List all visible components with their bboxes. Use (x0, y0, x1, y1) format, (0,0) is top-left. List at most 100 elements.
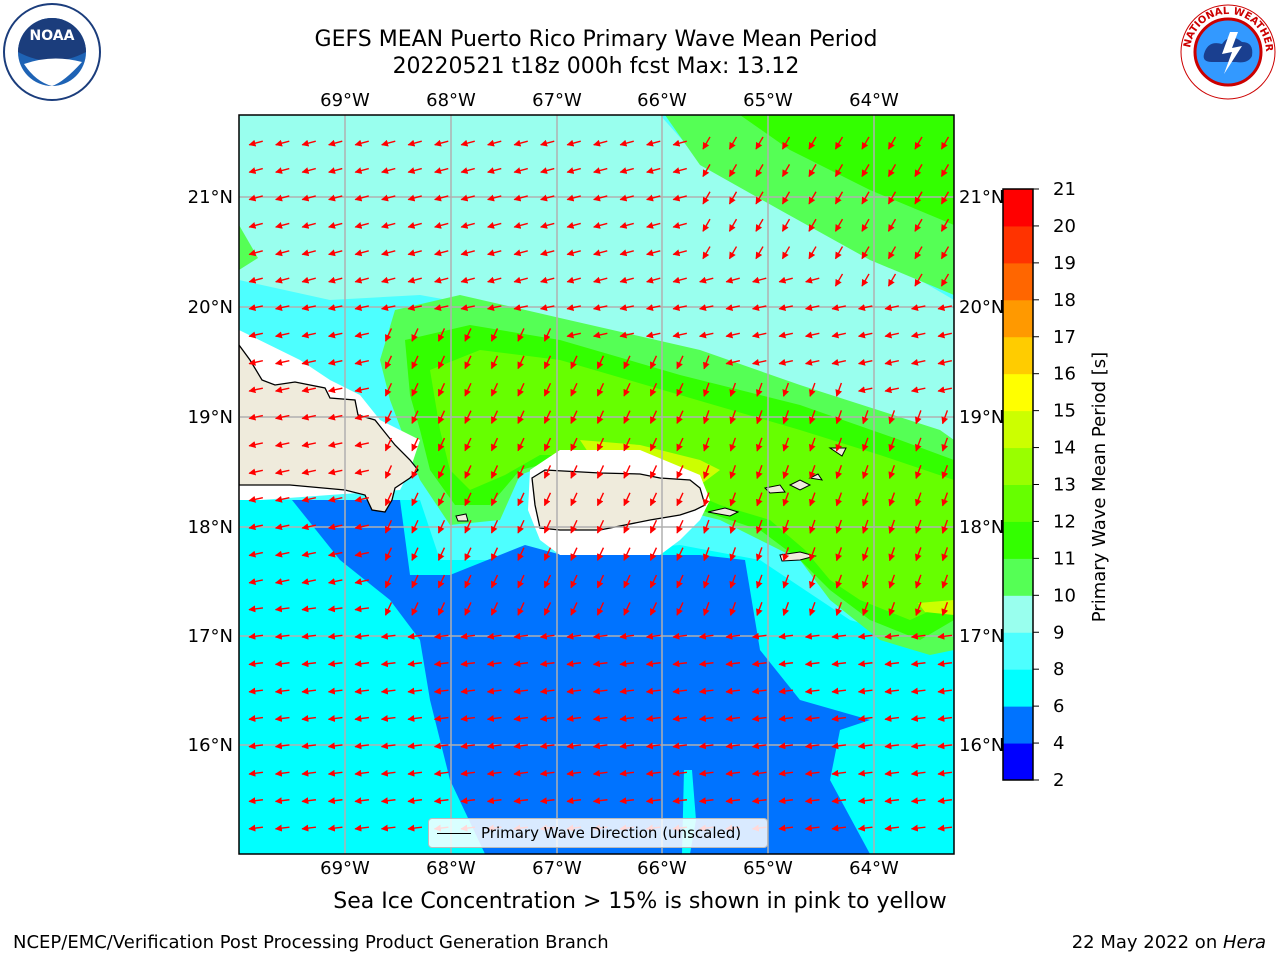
wave-vector (808, 519, 816, 534)
wave-vector (487, 222, 502, 229)
colorbar-tick-label: 6 (1053, 696, 1064, 717)
wave-vector (513, 742, 529, 750)
wave-vector (778, 769, 794, 777)
wave-vector (517, 328, 525, 342)
wave-vector (861, 437, 869, 452)
wave-vector (778, 660, 794, 668)
wave-vector (566, 632, 582, 640)
wave-vector (248, 441, 263, 448)
lon-label: 66°W (637, 90, 687, 111)
wave-vector (884, 742, 900, 750)
wave-vector (831, 331, 846, 339)
wave-vector (755, 218, 764, 232)
wave-vector (702, 437, 710, 452)
wave-vector (540, 194, 555, 202)
wave-vector (861, 273, 870, 287)
wave-vector (354, 687, 370, 695)
wave-vector (781, 191, 791, 205)
wave-vector (490, 492, 499, 507)
wave-vector (354, 386, 369, 394)
wave-vector (354, 605, 370, 613)
wave-vector (676, 492, 684, 507)
wave-vector (460, 632, 476, 640)
lon-label: 65°W (743, 90, 793, 111)
wave-vector (354, 304, 369, 311)
wave-vector (407, 824, 423, 832)
wave-vector (380, 715, 396, 722)
wave-vector (623, 519, 631, 534)
wave-vector (301, 249, 316, 257)
wave-vector (596, 355, 605, 370)
wave-vector (380, 797, 396, 805)
wave-vector (937, 769, 953, 777)
wave-vector (808, 191, 817, 205)
wave-vector (857, 358, 873, 366)
colorbar-segment (1003, 521, 1033, 559)
wave-vector (301, 441, 316, 448)
wave-vector (517, 574, 525, 589)
colorbar-segment (1003, 484, 1033, 522)
wave-vector (274, 578, 290, 585)
wave-vector (384, 465, 393, 479)
wave-vector (884, 797, 900, 805)
wave-vector (781, 218, 791, 232)
wave-vector (380, 687, 396, 695)
footer-credit: NCEP/EMC/Verification Post Processing Pr… (13, 932, 609, 953)
wave-vector (539, 660, 555, 668)
wave-vector (888, 437, 896, 452)
wave-vector (725, 715, 741, 722)
wave-vector (808, 382, 816, 397)
wave-vector (486, 769, 502, 777)
wave-vector (835, 547, 843, 562)
wave-vector (434, 276, 449, 284)
colorbar-segment (1003, 632, 1033, 670)
wave-vector (592, 687, 608, 695)
wave-vector (808, 218, 817, 232)
wave-vector (354, 276, 369, 284)
wave-vector (517, 492, 525, 507)
wave-vector (566, 222, 581, 229)
wave-vector (539, 797, 555, 805)
wave-vector (274, 687, 290, 695)
wave-vector (857, 331, 873, 339)
wave-vector (729, 410, 737, 425)
wave-vector (623, 492, 631, 507)
colorbar-tick-label: 20 (1053, 216, 1076, 237)
wave-vector (487, 194, 502, 202)
wave-vector (301, 331, 316, 339)
wave-vector (354, 495, 369, 503)
map-frame (238, 114, 955, 855)
wave-vector (884, 331, 899, 339)
wave-vector (888, 492, 896, 507)
wave-vector (411, 355, 419, 370)
wave-vector (328, 249, 343, 257)
wave-vector (914, 601, 922, 617)
wave-vector (861, 464, 869, 480)
wave-vector (486, 632, 502, 640)
colorbar-tick-label: 4 (1053, 733, 1064, 754)
colorbar-segment (1003, 189, 1033, 227)
wave-vector (751, 660, 767, 668)
wave-vector (437, 355, 446, 370)
wave-vector (914, 163, 923, 178)
wave-vector (914, 136, 923, 150)
wave-vector (460, 276, 475, 284)
wave-vector (937, 797, 953, 805)
wave-vector (490, 602, 499, 616)
wave-vector (698, 742, 714, 750)
colorbar-tick-label: 19 (1053, 253, 1076, 274)
wave-vector (411, 492, 419, 507)
wave-vector (301, 550, 316, 558)
lon-label: 68°W (426, 90, 476, 111)
wave-vector (835, 437, 843, 452)
wave-vector (861, 601, 869, 617)
wave-vector (248, 824, 264, 832)
wave-vector (728, 136, 738, 150)
wave-vector (861, 519, 869, 534)
wave-vector (464, 602, 472, 616)
wave-vector (433, 632, 449, 640)
colorbar-tick-label: 16 (1053, 364, 1076, 385)
wave-vector (566, 769, 582, 777)
wave-vector (645, 632, 661, 640)
wave-vector (460, 167, 475, 174)
